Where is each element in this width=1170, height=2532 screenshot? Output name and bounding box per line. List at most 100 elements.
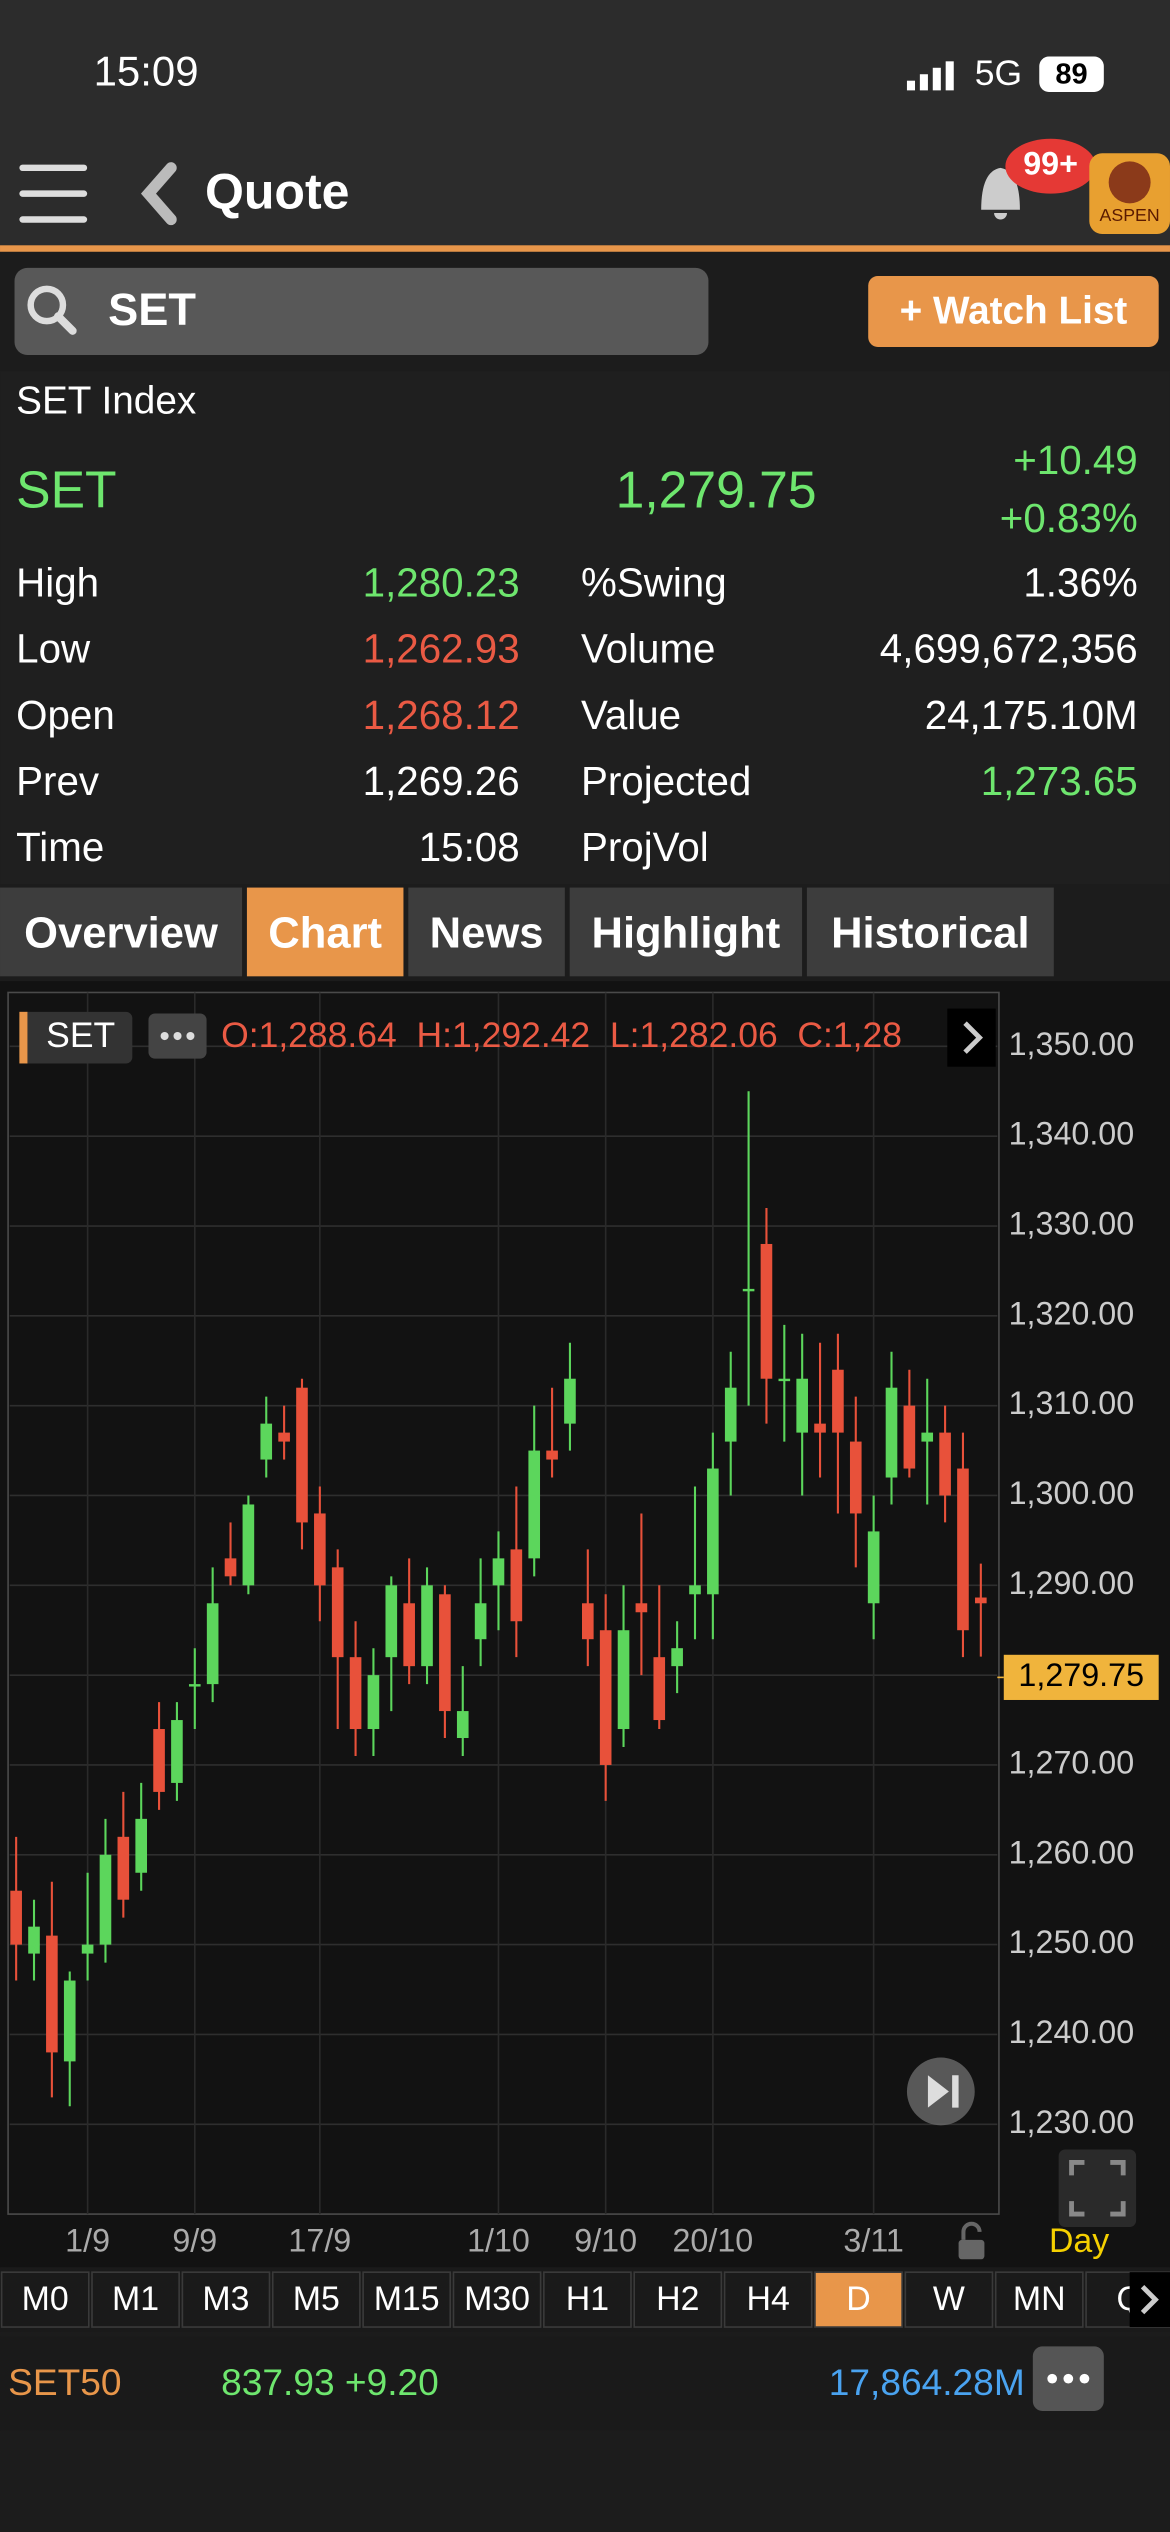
candle-body [456,1711,469,1739]
stat-value: 1,268.12 [363,692,520,738]
bell-icon[interactable] [981,167,1020,220]
candle-body [260,1423,273,1460]
timeframe-cell[interactable] [271,2271,361,2328]
candle-body [885,1387,898,1478]
tab[interactable] [246,887,404,977]
back-button[interactable] [140,162,177,226]
timeframe-cell[interactable] [904,2271,994,2328]
y-tick-label: 1,270.00 [1009,1744,1135,1780]
watchlist-button[interactable] [868,275,1159,347]
expand-button[interactable] [1058,2149,1137,2227]
stat-label: %Swing [581,559,727,605]
lock-shackle [961,2221,982,2240]
legend-scroll[interactable] [947,1008,996,1067]
search-icon [27,285,67,325]
candle-body [81,1944,94,1954]
quote-symbol: SET [16,460,116,518]
tab-label: Historical [831,910,1030,958]
stat-label: Open [16,692,115,738]
y-tick-label: 1,300.00 [1009,1475,1135,1511]
ticker-bar [0,2336,1170,2431]
candle-body [903,1405,916,1469]
stat-label: High [16,559,99,605]
symbol-chip-accent [19,1011,28,1064]
timeframe-cell[interactable] [452,2271,542,2328]
timeframe-cell[interactable] [181,2271,271,2328]
timeframes: M0M1M3M5M15M30H1H2H4DWMNQ [0,2271,1170,2328]
timeframe-label: M30 [464,2280,530,2318]
quote-change: +10.49 [1013,437,1137,483]
candle-body [939,1432,951,1496]
timeframe-label: H2 [656,2280,699,2318]
timeframe-cell[interactable] [362,2271,452,2328]
status-battery: 89 [1055,59,1087,91]
stat-value: 1,273.65 [981,758,1138,804]
search-box[interactable] [14,267,709,356]
candle-body [296,1387,308,1523]
timeframe-cell[interactable] [814,2271,903,2328]
symbol-chip [19,1011,133,1064]
stat-value: 15:08 [419,824,520,870]
timeframe-label: M5 [293,2280,340,2318]
candle-body [707,1468,719,1595]
search-query: SET [108,284,196,335]
candle-body [278,1432,290,1442]
menu-button[interactable] [19,164,88,223]
tab[interactable] [806,887,1054,977]
candle-body [171,1720,183,1783]
candle-body [331,1567,344,1658]
candle-body [242,1504,255,1586]
timeframe-cell[interactable] [633,2271,723,2328]
watchlist-label: + Watch List [900,289,1128,332]
candle-body [224,1558,237,1577]
tab[interactable] [0,887,243,977]
tab[interactable] [569,887,803,977]
candle-body [492,1558,505,1586]
timeframe-label: W [933,2280,965,2318]
lock-icon[interactable] [958,2239,985,2260]
status-time: 15:09 [94,47,199,94]
stat-label: ProjVol [581,824,709,870]
stat-value: 24,175.10M [925,692,1138,738]
candle-body [957,1468,969,1631]
last-price-box [1003,1654,1159,1700]
badge-count: 99+ [1023,146,1078,182]
y-tick-label: 1,350.00 [1009,1026,1135,1062]
timeframe-cell[interactable] [994,2271,1084,2328]
plot [9,992,998,2215]
candle-body [474,1603,487,1640]
y-tick-label: 1,240.00 [1009,2014,1135,2050]
logo-text: ASPEN [1100,205,1160,225]
x-tick-label: 1/9 [65,2223,110,2259]
timeframe-cell[interactable] [543,2271,632,2328]
candle-body [10,1890,22,1945]
stat-label: Projected [581,758,751,804]
timeframe-label: M1 [112,2280,159,2318]
candle-body [849,1441,862,1514]
timeframe-cell[interactable] [91,2271,180,2328]
stat-value: 1,262.93 [363,626,520,672]
timeframe-scroll[interactable] [1129,2272,1170,2328]
timeframe-label: M15 [374,2280,440,2318]
timeframe-cell[interactable] [723,2271,813,2328]
timeframe-label: M3 [202,2280,249,2318]
candle-body [421,1585,433,1667]
candle-body [385,1585,398,1658]
candle-body [760,1243,773,1379]
stat-label: Low [16,626,91,672]
timeframe-label: H1 [566,2280,609,2318]
tab[interactable] [408,887,565,977]
ticker-value: 17,864.28M [829,2361,1025,2403]
timeframe-cell[interactable] [0,2271,90,2328]
x-tick-label: 20/10 [672,2223,753,2259]
x-tick-label: 9/10 [574,2223,637,2259]
last-price-label: 1,279.75 [1018,1657,1144,1693]
stat-value: 1,280.23 [363,559,520,605]
candle-body [63,1980,76,2062]
y-tick-label: 1,230.00 [1009,2104,1135,2140]
candle-body [617,1630,630,1730]
candle-body [814,1423,826,1433]
y-tick-label: 1,340.00 [1009,1116,1135,1152]
battery-icon [1039,56,1104,92]
